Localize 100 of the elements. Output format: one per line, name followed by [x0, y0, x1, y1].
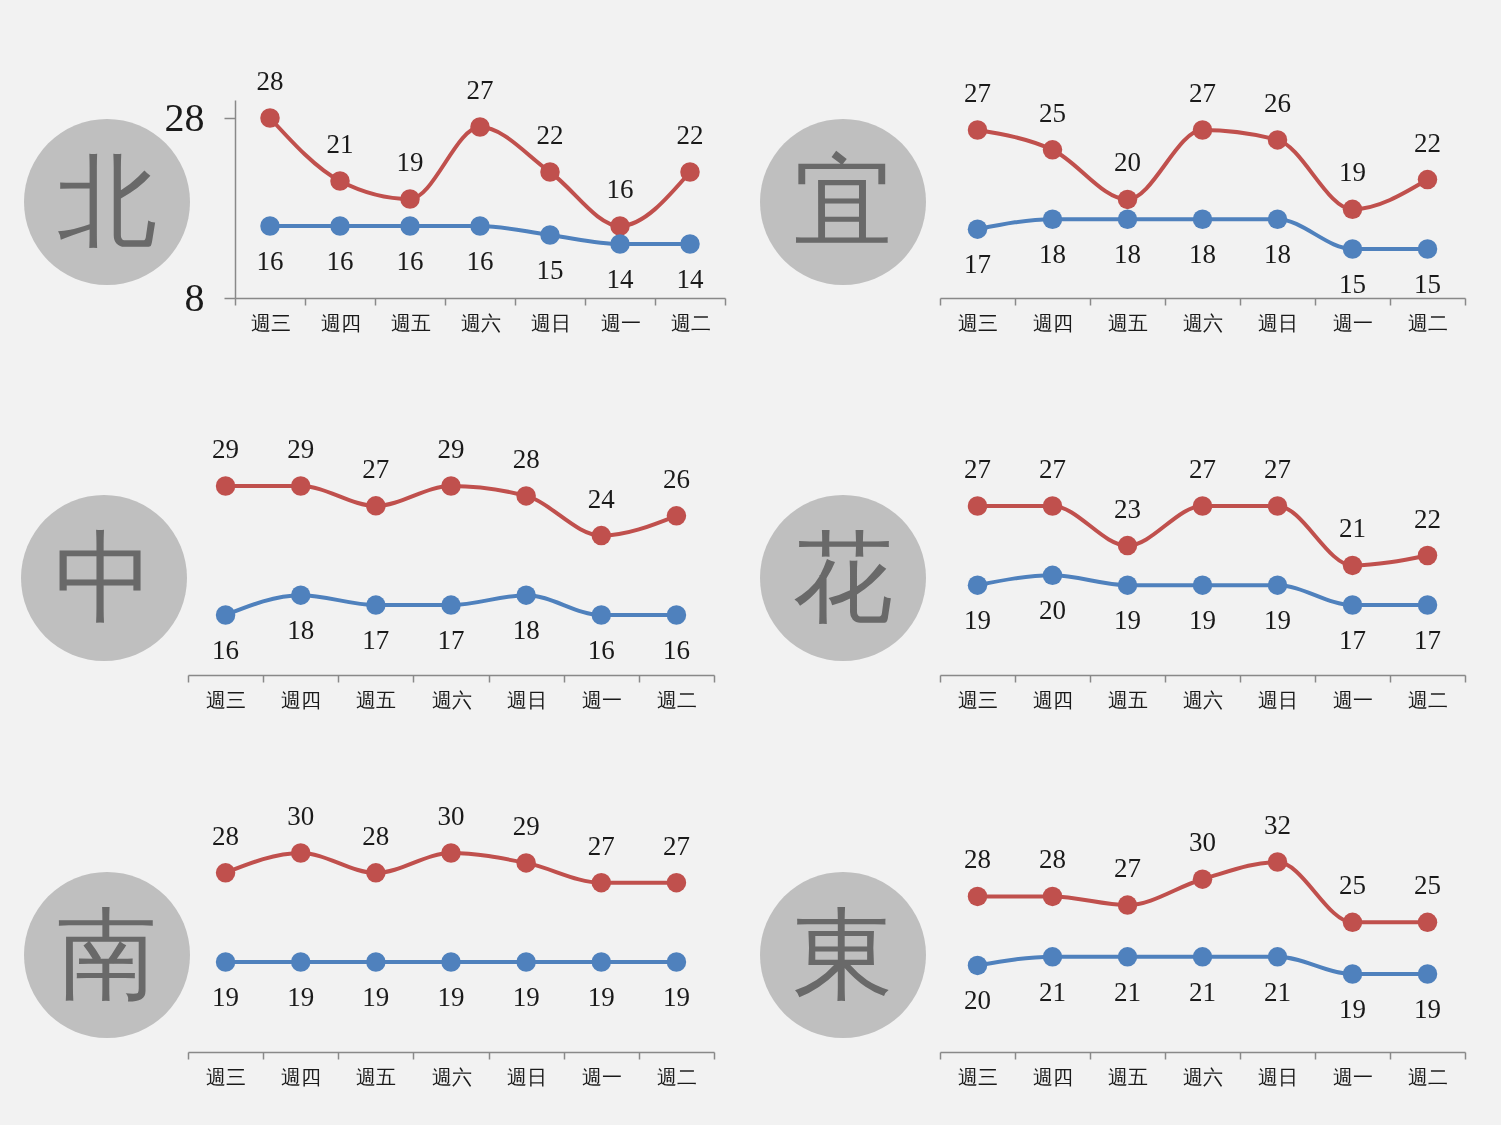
- point: [366, 952, 386, 972]
- data-label: 16: [326, 246, 354, 276]
- data-label: 18: [1264, 239, 1291, 270]
- x-tick-label: 週二: [656, 1065, 697, 1088]
- point: [366, 595, 386, 615]
- data-label: 27: [1264, 454, 1291, 484]
- data-label: 19: [437, 982, 465, 1012]
- x-tick-label: 週六: [1183, 688, 1223, 711]
- point: [1042, 565, 1063, 586]
- point: [1417, 545, 1438, 566]
- data-label: 16: [587, 635, 615, 665]
- x-tick-label: 週三: [958, 311, 998, 334]
- x-tick-label: 週六: [1183, 311, 1223, 334]
- data-label: 19: [1189, 605, 1216, 636]
- x-tick-label: 週日: [1258, 688, 1298, 711]
- data-label: 27: [964, 78, 991, 108]
- point: [680, 162, 700, 182]
- data-label: 30: [437, 801, 465, 831]
- data-label: 24: [587, 483, 616, 514]
- point: [1342, 199, 1363, 220]
- point: [1117, 189, 1138, 210]
- point: [1342, 555, 1363, 576]
- point: [610, 234, 630, 254]
- data-label: 22: [676, 120, 704, 150]
- point: [1267, 575, 1288, 595]
- point: [967, 120, 988, 140]
- point: [215, 605, 236, 625]
- point: [1042, 886, 1063, 907]
- point: [260, 216, 280, 236]
- data-label: 19: [662, 982, 690, 1012]
- point: [330, 171, 350, 191]
- point: [290, 476, 311, 496]
- x-tick-label: 週六: [431, 1065, 472, 1088]
- data-label: 26: [662, 463, 690, 494]
- point: [967, 575, 988, 595]
- data-label: 22: [536, 120, 564, 150]
- point: [1342, 964, 1363, 984]
- data-label: 20: [1114, 147, 1141, 178]
- data-label: 27: [964, 454, 991, 484]
- point: [441, 843, 461, 863]
- data-label: 28: [512, 443, 540, 474]
- point: [516, 585, 536, 605]
- data-label: 28: [212, 820, 240, 851]
- point: [441, 476, 461, 496]
- point: [1267, 496, 1288, 516]
- point: [967, 886, 988, 907]
- x-tick-label: 週一: [581, 688, 622, 711]
- data-label: 28: [964, 844, 991, 875]
- data-label: 18: [1114, 239, 1141, 270]
- x-tick-label: 週三: [206, 688, 247, 711]
- x-tick-label: 週日: [506, 1065, 547, 1088]
- data-label: 19: [1114, 605, 1141, 636]
- point: [1192, 120, 1213, 140]
- point: [1042, 496, 1063, 516]
- data-label: 29: [212, 434, 240, 464]
- point: [516, 486, 536, 506]
- point: [1192, 575, 1213, 595]
- data-label: 22: [1414, 503, 1441, 534]
- x-tick-label: 週日: [1258, 1065, 1298, 1088]
- point: [666, 605, 687, 625]
- x-tick-label: 週日: [506, 688, 547, 711]
- data-label: 19: [287, 982, 315, 1012]
- point: [1417, 169, 1438, 190]
- point: [366, 863, 386, 883]
- point: [1267, 130, 1288, 150]
- x-tick-label: 週五: [1108, 688, 1148, 711]
- x-tick-label: 週二: [656, 688, 697, 711]
- point: [1417, 595, 1438, 615]
- data-label: 18: [1189, 239, 1216, 270]
- x-tick-label: 週日: [1258, 311, 1298, 334]
- point: [1192, 209, 1213, 229]
- data-label: 23: [1114, 493, 1141, 524]
- data-label: 19: [362, 982, 390, 1012]
- data-label: 30: [287, 801, 315, 831]
- point: [591, 605, 612, 625]
- chart-title: 花: [793, 519, 893, 636]
- point: [1117, 535, 1138, 556]
- data-label: 17: [437, 625, 465, 656]
- data-label: 16: [466, 246, 494, 276]
- point: [540, 225, 560, 245]
- point: [967, 496, 988, 516]
- data-label: 17: [964, 249, 991, 280]
- point: [666, 873, 687, 893]
- point: [1042, 947, 1063, 967]
- data-label: 25: [1039, 97, 1066, 128]
- data-label: 25: [1414, 870, 1441, 901]
- data-label: 19: [212, 982, 240, 1012]
- point: [1267, 209, 1288, 229]
- point: [1342, 595, 1363, 615]
- x-tick-label: 週五: [356, 1065, 397, 1088]
- data-label: 18: [1039, 239, 1066, 270]
- point: [1117, 575, 1138, 595]
- x-tick-label: 週五: [1108, 1065, 1148, 1088]
- data-label: 22: [1414, 127, 1441, 158]
- data-label: 21: [326, 129, 354, 159]
- point: [441, 952, 461, 972]
- data-label: 19: [1264, 605, 1291, 636]
- point: [260, 108, 280, 128]
- data-label: 28: [256, 66, 284, 96]
- data-label: 18: [287, 615, 315, 646]
